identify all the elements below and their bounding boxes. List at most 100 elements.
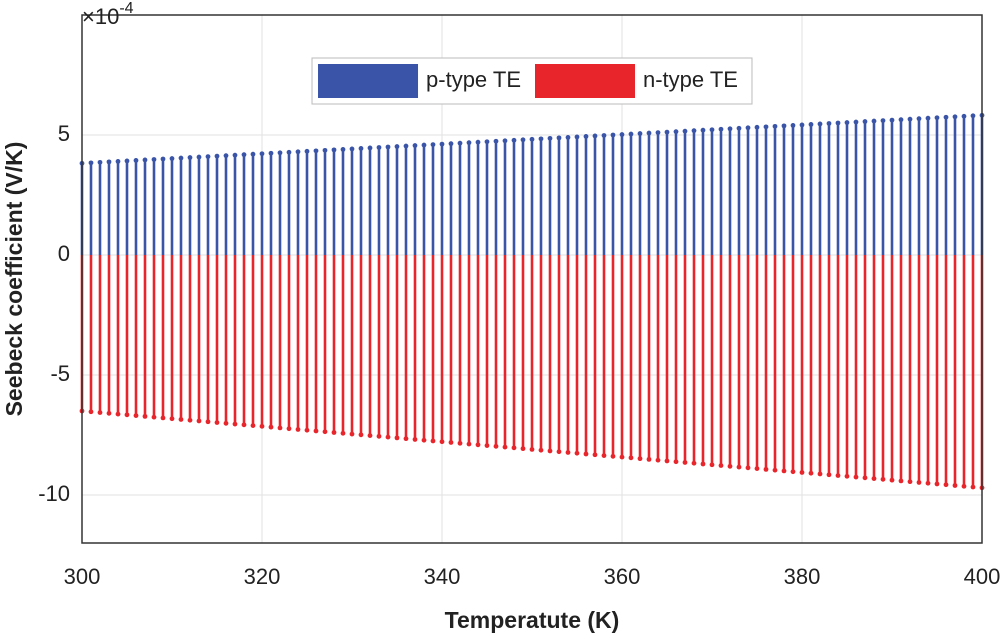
stem-marker [394,144,400,149]
stem-marker [934,481,940,487]
stem-marker [952,114,958,120]
stem-marker [502,138,508,144]
stem-marker [430,142,436,148]
stem-marker [655,130,661,136]
stem-marker [637,456,643,462]
stem-marker [313,428,319,434]
stem-marker [718,126,724,132]
stem-marker [241,422,247,428]
stem-marker [124,412,130,418]
stem-marker [439,439,445,445]
stem-marker [133,413,139,419]
stem-marker [916,116,922,122]
stem-marker [97,410,103,415]
stem-marker [646,130,652,136]
stems [79,112,985,491]
stem-marker [538,136,544,142]
y-multiplier-exponent: -4 [119,0,133,17]
stem-marker [565,135,571,140]
plot-frame [81,14,983,544]
stem-marker [619,132,625,137]
stem-marker [304,148,310,154]
stem-marker [358,146,364,151]
stem-marker [736,125,742,131]
stem-marker [943,114,949,120]
stem-marker [358,432,364,438]
stem-marker [592,452,598,458]
stem-marker [538,447,544,453]
stem-marker [844,473,850,479]
y-tick-label: 5 [58,121,70,146]
stem-marker [628,455,634,461]
y-tick-label: -10 [38,481,70,506]
stem-marker [691,128,697,134]
stem-marker [205,154,211,160]
stem-marker [799,470,805,475]
stem-marker [169,416,175,422]
stem-marker [763,466,769,472]
stem-marker [718,463,724,468]
stem-marker [466,140,472,146]
stem-marker [583,451,589,457]
stem-marker [205,419,211,425]
stem-marker [232,421,238,427]
stem-marker [340,147,346,152]
stem-marker [169,156,175,161]
stem-marker [529,136,535,142]
stem-marker [511,445,517,451]
stem-marker [457,440,463,446]
stem-marker [385,434,391,440]
stem-marker [403,143,409,149]
legend-swatch [318,64,419,98]
stem-marker [277,425,283,431]
stem-marker [187,155,193,160]
stem-marker [484,443,490,448]
stem-marker [925,480,931,486]
stem-marker [124,158,130,164]
stem-marker [511,137,517,143]
stem-marker [934,115,940,121]
stem-marker [799,122,805,128]
stem-marker [574,134,580,140]
stem-marker [349,431,355,437]
stem-marker [502,444,508,450]
stem-marker [259,151,265,157]
stem-marker [142,413,148,419]
x-tick-label: 400 [964,564,1001,589]
stem-marker [142,157,148,163]
legend-label: n-type TE [643,67,738,92]
stem-marker [817,121,823,127]
stem-marker [547,448,553,454]
stem-marker [835,473,841,478]
x-axis-label: Temperatute (K) [445,607,620,633]
stem-marker [367,433,373,438]
stem-marker [250,423,256,428]
stem-marker [889,477,895,483]
stem-marker [286,426,292,432]
stem-marker [700,461,706,467]
stem-marker [601,133,607,138]
stem-marker [637,131,643,136]
stem-marker [574,450,580,456]
stem-marker [322,429,328,435]
stem-marker [520,137,526,143]
stem-marker [790,123,796,128]
stem-marker [529,447,535,452]
stem-marker [133,158,139,163]
stem-marker [727,126,733,132]
stem-marker [943,482,949,488]
stem-marker [556,449,562,455]
stem-marker [772,467,778,473]
stem-marker [664,129,670,135]
stem-marker [475,139,481,145]
stem-marker [223,420,229,426]
stem-marker [745,125,751,131]
stem-marker [709,462,715,468]
stem-marker [889,117,895,123]
stem-marker [88,409,94,415]
stem-marker [421,437,427,443]
stem-marker [304,427,310,433]
stem-marker [781,468,787,474]
stem-marker [466,441,472,447]
